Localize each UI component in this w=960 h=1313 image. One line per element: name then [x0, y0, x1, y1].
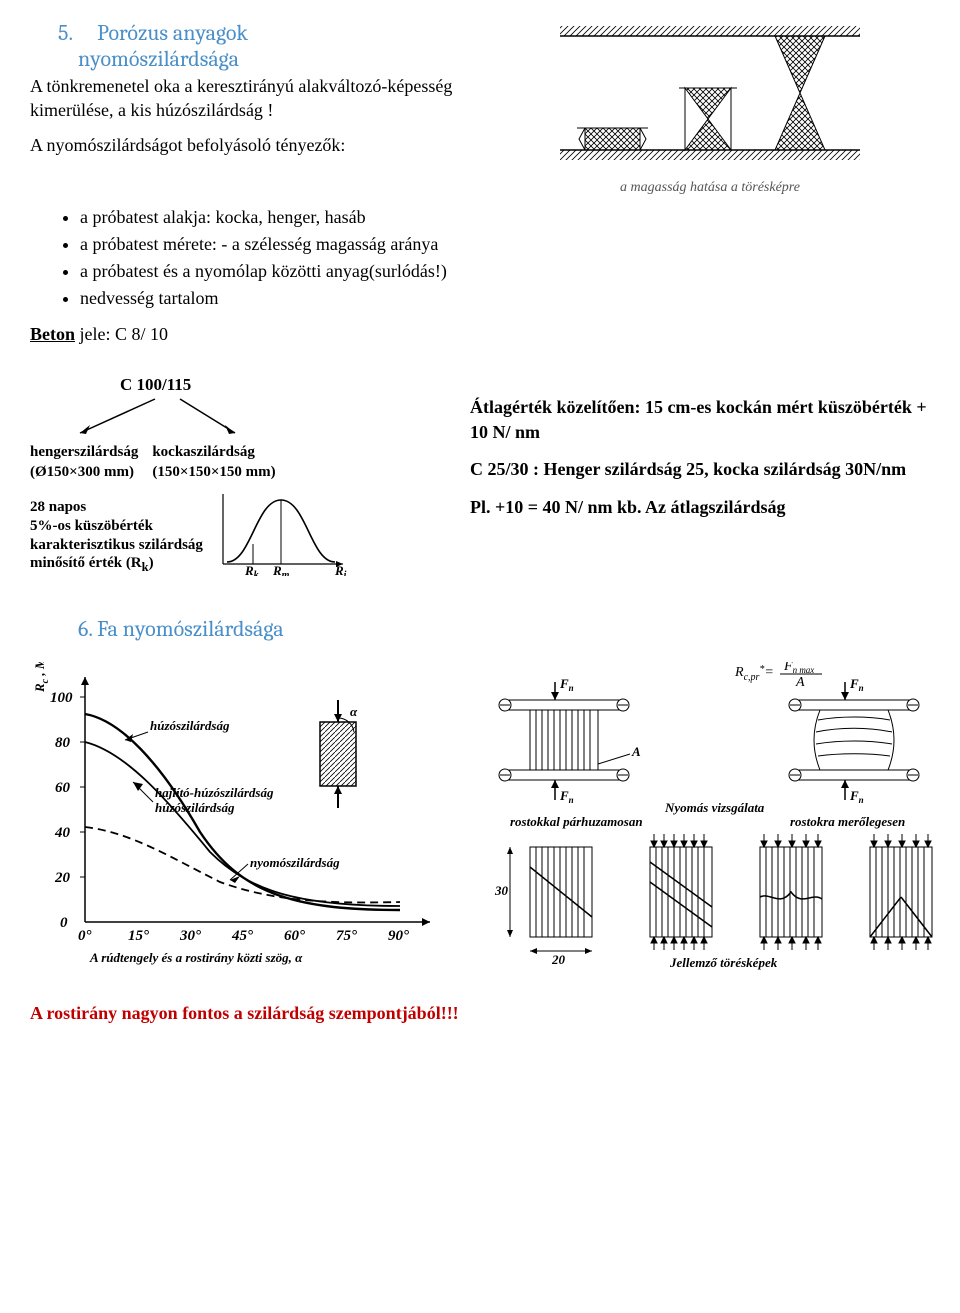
concrete-diagram: C 100/115 hengerszilárdság (Ø150×300 mm)… — [30, 375, 440, 576]
svg-text:Fn: Fn — [559, 788, 574, 805]
section-6-number: 6. — [78, 616, 92, 642]
svg-text:15°: 15° — [128, 928, 149, 944]
svg-text:hajlító-húzószilárdság: hajlító-húzószilárdság — [155, 785, 274, 800]
bullet-2: a próbatest mérete: - a szélesség magass… — [80, 231, 930, 258]
svg-text:45°: 45° — [231, 928, 253, 944]
svg-text:30°: 30° — [179, 928, 201, 944]
diagram-arrows — [60, 397, 260, 437]
example-text: Pl. +10 = 40 N/ nm kb. Az átlagszilárdsá… — [470, 495, 930, 520]
svg-text:Ri: Ri — [334, 563, 347, 576]
kocka-term: kockaszilárdság (150×150×150 mm) — [152, 443, 275, 482]
footer-important-note: A rostirány nagyon fontos a szilárdság s… — [30, 1002, 930, 1025]
bullet-3: a próbatest és a nyomólap közötti anyag(… — [80, 258, 930, 285]
bullet-4: nedvesség tartalom — [80, 285, 930, 312]
svg-text:20: 20 — [551, 952, 566, 967]
intro-paragraph-2: A nyomószilárdságot befolyásoló tényezők… — [30, 133, 470, 157]
avg-value-text: Átlagérték közelítően: 15 cm-es kockán m… — [470, 395, 930, 445]
c-label: C 100/115 — [120, 375, 440, 395]
svg-text:Rc,pr*=: Rc,pr*= — [734, 664, 774, 683]
svg-text:A: A — [795, 675, 805, 690]
svg-text:rostokkal párhuzamosan: rostokkal párhuzamosan — [510, 814, 643, 829]
section-5-number: 5. — [58, 20, 72, 46]
svg-text:Nyomás vizsgálata: Nyomás vizsgálata — [664, 800, 765, 815]
svg-text:0: 0 — [60, 915, 68, 931]
svg-text:Fn: Fn — [559, 676, 574, 693]
svg-text:Fn max: Fn max — [783, 662, 814, 675]
svg-text:Rm: Rm — [272, 563, 290, 576]
bullet-1: a próbatest alakja: kocka, henger, hasáb — [80, 204, 930, 231]
beton-label: Beton — [30, 324, 75, 344]
beton-jele: jele: C 8/ 10 — [75, 324, 168, 344]
svg-text:α: α — [350, 704, 358, 719]
svg-text:90°: 90° — [388, 928, 409, 944]
wood-strength-chart: 0 20 40 60 80 100 Rc , MPa 0° 15° 30° 45… — [30, 662, 450, 972]
section-5-title-2: nyomószilárdsága — [78, 46, 239, 72]
intro-paragraph-1: A tönkremenetel oka a keresztirányú alak… — [30, 74, 470, 123]
section-6-title: Fa nyomószilárdsága — [97, 616, 284, 642]
svg-text:0°: 0° — [78, 928, 92, 944]
figure-1-caption: a magasság hatása a törésképre — [620, 180, 800, 196]
svg-text:húzószilárdság: húzószilárdság — [155, 800, 235, 815]
section-5-heading: 5. Porózus anyagok nyomószilárdsága — [30, 20, 470, 72]
svg-text:Jellemző törésképek: Jellemző törésképek — [669, 955, 778, 970]
svg-text:Rk: Rk — [244, 563, 259, 576]
svg-text:Rc , MPa: Rc , MPa — [32, 662, 51, 693]
svg-text:20: 20 — [54, 870, 71, 886]
factors-list: a próbatest alakja: kocka, henger, hasáb… — [30, 204, 930, 312]
diagram-description: 28 napos 5%-os küszöbérték karakteriszti… — [30, 498, 203, 576]
beton-line: Beton jele: C 8/ 10 — [30, 324, 930, 345]
svg-text:60: 60 — [55, 780, 71, 796]
svg-text:100: 100 — [50, 690, 73, 706]
c2530-text: C 25/30 : Henger szilárdság 25, kocka sz… — [470, 457, 930, 482]
section-5-title-1: Porózus anyagok — [97, 20, 248, 46]
wood-compression-test-figure: Rc,pr*= Fn max A Fn — [470, 662, 960, 972]
compression-specimens-figure — [550, 20, 870, 180]
svg-text:A rúdtengely és a rostirány kö: A rúdtengely és a rostirány közti szög, … — [89, 950, 303, 965]
svg-text:Fn: Fn — [849, 788, 864, 805]
svg-text:75°: 75° — [336, 928, 357, 944]
svg-text:rostokra merőlegesen: rostokra merőlegesen — [790, 814, 905, 829]
svg-text:80: 80 — [55, 735, 71, 751]
svg-text:30: 30 — [494, 883, 509, 898]
bell-curve: Rk Rm Ri — [211, 486, 351, 576]
svg-text:40: 40 — [54, 825, 71, 841]
section-6-heading: 6. Fa nyomószilárdsága — [78, 616, 284, 642]
svg-text:A: A — [631, 744, 641, 759]
svg-text:nyomószilárdság: nyomószilárdság — [250, 855, 340, 870]
svg-text:húzószilárdság: húzószilárdság — [150, 718, 230, 733]
svg-text:Fn: Fn — [849, 676, 864, 693]
henger-term: hengerszilárdság (Ø150×300 mm) — [30, 443, 138, 482]
svg-text:60°: 60° — [284, 928, 305, 944]
